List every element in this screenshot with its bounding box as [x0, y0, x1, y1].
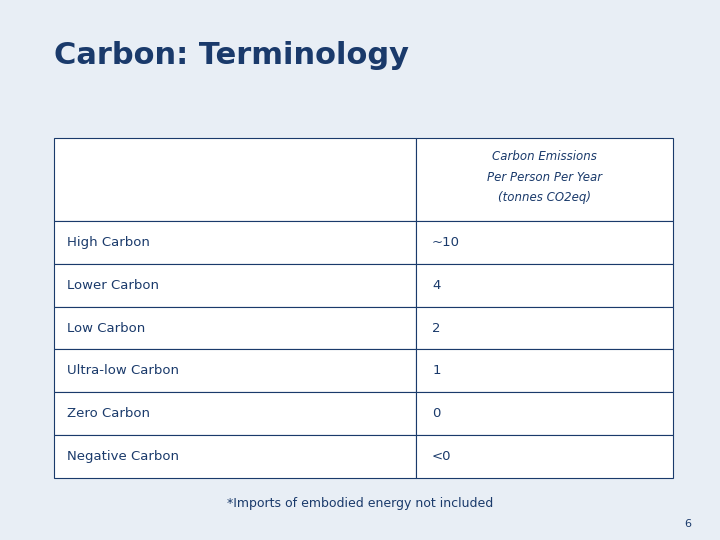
Text: 2: 2 — [432, 322, 441, 335]
Text: Carbon: Terminology: Carbon: Terminology — [54, 40, 409, 70]
Text: Ultra-low Carbon: Ultra-low Carbon — [67, 364, 179, 377]
Bar — [416, 138, 673, 221]
Text: High Carbon: High Carbon — [67, 236, 150, 249]
Bar — [416, 221, 673, 264]
Bar — [54, 392, 416, 435]
Bar — [54, 435, 416, 478]
Text: (tonnes CO2eq): (tonnes CO2eq) — [498, 191, 591, 204]
Bar — [54, 349, 416, 392]
Text: 4: 4 — [432, 279, 441, 292]
Bar — [416, 307, 673, 349]
Text: ~10: ~10 — [432, 236, 460, 249]
Bar — [416, 435, 673, 478]
Bar — [416, 264, 673, 307]
Text: Per Person Per Year: Per Person Per Year — [487, 171, 602, 184]
Text: 0: 0 — [432, 407, 441, 420]
Text: Zero Carbon: Zero Carbon — [67, 407, 150, 420]
Text: 6: 6 — [684, 519, 691, 529]
Bar — [416, 349, 673, 392]
Text: Carbon Emissions: Carbon Emissions — [492, 150, 597, 163]
Text: <0: <0 — [432, 450, 451, 463]
Bar — [54, 307, 416, 349]
Bar — [416, 392, 673, 435]
Text: 1: 1 — [432, 364, 441, 377]
Text: Negative Carbon: Negative Carbon — [67, 450, 179, 463]
Text: *Imports of embodied energy not included: *Imports of embodied energy not included — [227, 497, 493, 510]
Text: Lower Carbon: Lower Carbon — [67, 279, 159, 292]
Bar — [54, 138, 416, 221]
Bar — [54, 221, 416, 264]
Text: Low Carbon: Low Carbon — [67, 322, 145, 335]
Bar — [54, 264, 416, 307]
